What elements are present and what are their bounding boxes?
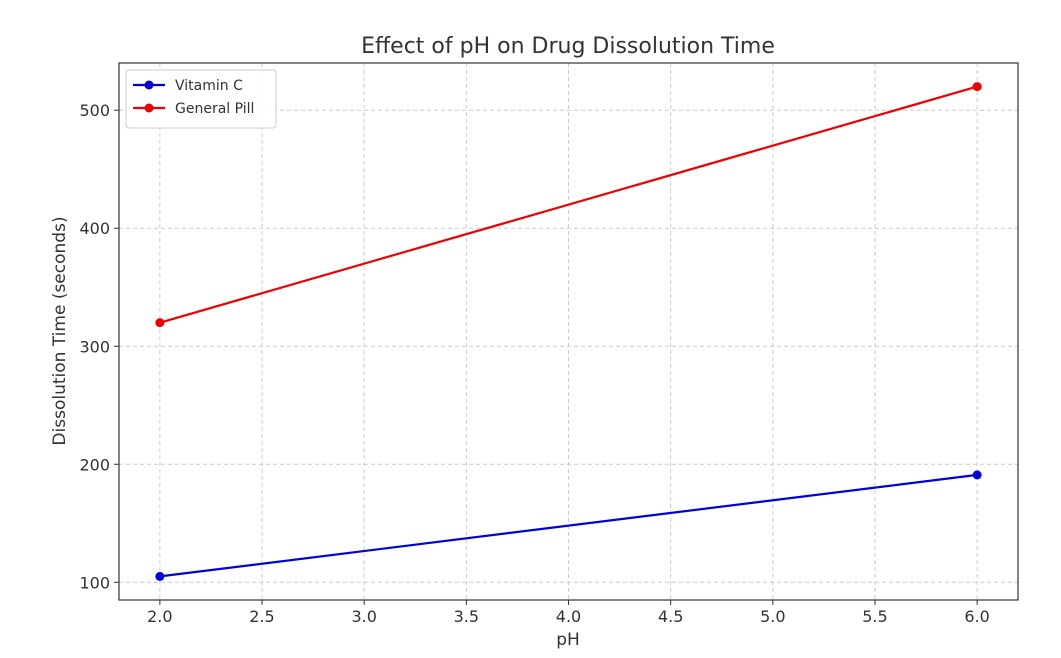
x-tick-label: 3.0 xyxy=(351,607,376,626)
ticks: 2.0 2.5 3.0 3.5 4.0 4.5 5.0 5.5 6.0 100 200 300 400 5… xyxy=(79,101,989,626)
y-tick-label: 400 xyxy=(79,219,110,238)
x-tick-label: 2.0 xyxy=(147,607,172,626)
data-point-vitamin-c xyxy=(972,470,982,480)
series-line-vitamin-c xyxy=(159,473,978,578)
legend-item-vitamin-c: Vitamin C xyxy=(133,78,243,94)
y-tick-label: 100 xyxy=(79,573,110,592)
data-point-vitamin-c xyxy=(155,571,165,581)
x-tick-label: 5.0 xyxy=(760,607,785,626)
legend-label: General Pill xyxy=(175,101,254,117)
data-point-general-pill xyxy=(972,82,982,92)
legend: Vitamin C General Pill xyxy=(125,69,277,129)
grid xyxy=(119,63,1018,600)
chart-title: Effect of pH on Drug Dissolution Time xyxy=(361,34,775,59)
legend-label: Vitamin C xyxy=(175,78,243,94)
series-line-general-pill xyxy=(159,85,978,324)
x-tick-label: 4.5 xyxy=(658,607,683,626)
y-tick-label: 300 xyxy=(79,337,110,356)
y-tick-label: 200 xyxy=(79,455,110,474)
y-axis-label: Dissolution Time (seconds) xyxy=(50,216,70,445)
legend-marker xyxy=(144,80,154,90)
series-vitamin-c xyxy=(155,470,982,581)
data-point-general-pill xyxy=(155,318,165,328)
x-tick-label: 5.5 xyxy=(862,607,887,626)
x-tick-label: 3.5 xyxy=(454,607,479,626)
x-tick-label: 2.5 xyxy=(249,607,274,626)
legend-item-general-pill: General Pill xyxy=(133,101,254,117)
x-axis-label: pH xyxy=(556,630,580,650)
y-tick-label: 500 xyxy=(79,101,110,120)
legend-marker xyxy=(144,103,154,113)
series-layer xyxy=(155,82,982,581)
series-general-pill xyxy=(155,82,982,328)
x-tick-label: 6.0 xyxy=(964,607,989,626)
x-tick-label: 4.0 xyxy=(556,607,581,626)
